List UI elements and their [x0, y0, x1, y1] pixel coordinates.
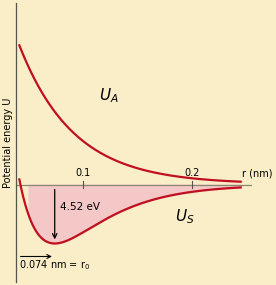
- Text: 4.52 eV: 4.52 eV: [60, 202, 100, 212]
- Text: 0.1: 0.1: [75, 168, 91, 178]
- Text: $U_A$: $U_A$: [99, 86, 119, 105]
- Text: r (nm): r (nm): [242, 168, 272, 178]
- Text: 0.2: 0.2: [184, 168, 200, 178]
- Text: $U_S$: $U_S$: [176, 207, 195, 226]
- Text: 0.074 nm = r$_0$: 0.074 nm = r$_0$: [19, 258, 90, 272]
- Y-axis label: Potential energy U: Potential energy U: [3, 97, 13, 188]
